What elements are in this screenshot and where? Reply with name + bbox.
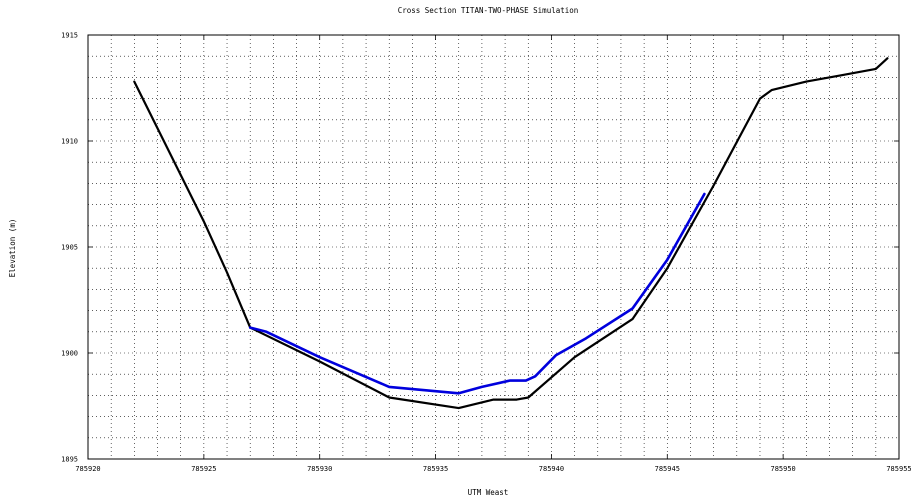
- chart-title: Cross Section TITAN-TWO-PHASE Simulation: [398, 6, 579, 15]
- x-tick-label: 785955: [886, 465, 911, 473]
- y-tick-label: 1910: [61, 138, 78, 146]
- x-tick-label: 785950: [770, 465, 795, 473]
- y-tick-label: 1915: [61, 32, 78, 40]
- x-tick-label: 785920: [75, 465, 100, 473]
- x-tick-label: 785945: [655, 465, 680, 473]
- series-group: [133, 57, 889, 410]
- x-tick-label: 785930: [307, 465, 332, 473]
- grid: [88, 35, 899, 459]
- x-tick-label: 785925: [191, 465, 216, 473]
- y-axis-label: Elevation (m): [8, 219, 17, 278]
- series-line-blue: [248, 192, 706, 395]
- x-tick-label: 785940: [539, 465, 564, 473]
- series-line-black: [133, 57, 889, 410]
- y-tick-label: 1905: [61, 244, 78, 252]
- y-tick-label: 1895: [61, 456, 78, 464]
- x-axis-label: UTM Weast: [468, 488, 509, 497]
- y-tick-label: 1900: [61, 350, 78, 358]
- plot-frame: [87, 34, 900, 460]
- axis-ticks: 785920 785925 785930 785935 785940 785945 7859…: [61, 32, 912, 474]
- x-tick-label: 785935: [423, 465, 448, 473]
